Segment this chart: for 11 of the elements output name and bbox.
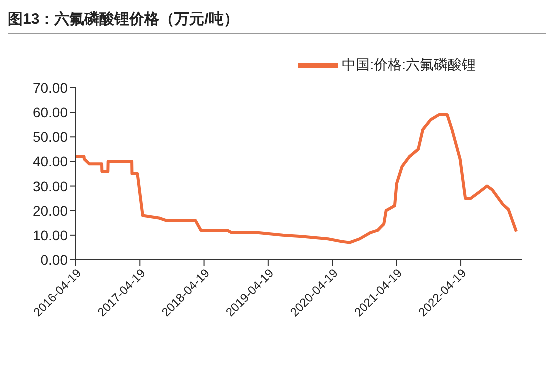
y-tick-label: 20.00 <box>32 202 68 219</box>
y-tick-label: 10.00 <box>32 227 68 244</box>
y-tick-label: 70.00 <box>32 80 68 96</box>
y-tick-label: 40.00 <box>32 154 68 170</box>
y-tick-label: 60.00 <box>32 104 68 121</box>
y-tick-label: 50.00 <box>32 129 68 146</box>
line-series <box>76 114 518 244</box>
y-tick-label: 30.00 <box>32 178 68 194</box>
legend-label: 中国:价格:六氟磷酸锂 <box>342 56 476 73</box>
chart-title: 图13：六氟磷酸锂价格（万元/吨） <box>8 8 546 34</box>
y-tick-label: 0.00 <box>40 252 68 268</box>
